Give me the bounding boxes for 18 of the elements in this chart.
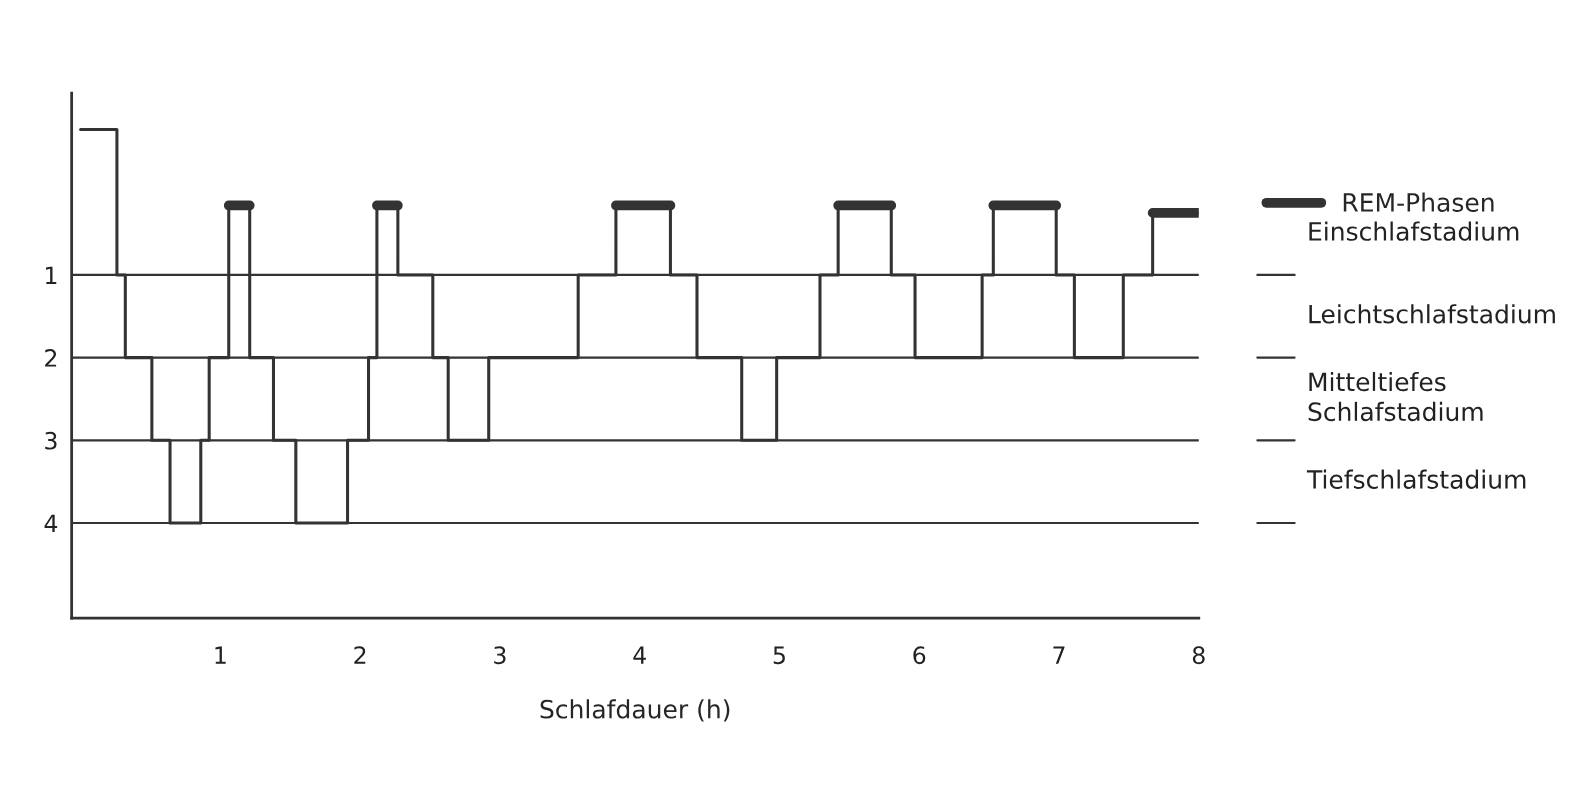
x-tick-label: 6: [913, 646, 926, 665]
x-tick-label: 2: [354, 646, 366, 664]
x-tick-label: 7: [1053, 646, 1065, 664]
y-tick-label: 2: [45, 349, 57, 367]
text: Leichtschlafstadium: [1309, 304, 1555, 324]
x-tick-label: 3: [494, 646, 506, 665]
x-axis-title: Schlafdauer (h): [540, 699, 730, 722]
x-tick-label: 5: [773, 646, 785, 665]
y-tick-label: 4: [44, 514, 58, 532]
text: Einschlafstadium: [1309, 221, 1519, 241]
y-tick-label: 1: [46, 266, 57, 284]
y-tick-label: 3: [45, 431, 57, 450]
legend-label: REM-Phasen: [1343, 192, 1494, 212]
text: Tiefschlafstadium: [1306, 469, 1526, 489]
x-tick-label: 4: [633, 646, 646, 664]
text: Mitteltiefes Schlafstadium: [1308, 371, 1483, 422]
x-tick-label: 8: [1192, 646, 1205, 665]
x-tick-label: 1: [215, 646, 226, 664]
